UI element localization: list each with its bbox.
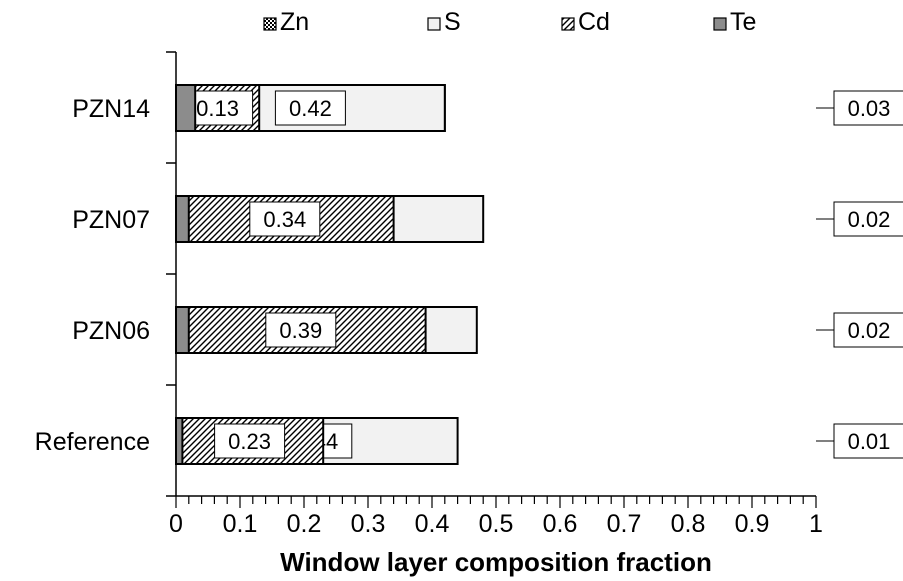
category-label: PZN06 [72, 317, 150, 345]
x-tick-label: 0.7 [607, 510, 642, 538]
data-label: 0.02 [848, 207, 891, 232]
x-axis-title: Window layer composition fraction [280, 547, 712, 577]
data-label: 0.23 [228, 429, 271, 454]
bar-segment-te-reference [176, 418, 182, 464]
legend-swatch-cd [562, 18, 574, 30]
bar-segment-te-pzn07 [176, 196, 189, 242]
legend-label-cd: Cd [578, 8, 610, 36]
x-tick-label: 0 [169, 510, 183, 538]
x-axis: 0 0.1 0.2 0.3 0.4 0.5 0.6 0.7 0.8 0.9 1 [169, 496, 823, 538]
data-label: 0.13 [196, 96, 239, 121]
data-label: 0.34 [263, 207, 306, 232]
legend-swatch-te [714, 18, 726, 30]
bar-segment-te-pzn06 [176, 307, 189, 353]
x-tick-label: 0.1 [223, 510, 258, 538]
data-label: 0.01 [848, 429, 891, 454]
y-axis: PZN14 PZN07 PZN06 Reference [35, 52, 176, 496]
legend: Zn S Cd Te [264, 8, 756, 36]
legend-label-zn: Zn [280, 8, 309, 36]
x-tick-label: 0.6 [543, 510, 578, 538]
legend-swatch-zn [264, 18, 276, 30]
data-label: 0.39 [279, 318, 322, 343]
legend-swatch-s [428, 18, 440, 30]
category-label: PZN14 [72, 95, 150, 123]
category-label: Reference [35, 428, 150, 456]
category-label: PZN07 [72, 206, 150, 234]
data-label: 0.03 [848, 96, 891, 121]
data-label: 0.02 [848, 318, 891, 343]
legend-label-te: Te [730, 8, 756, 36]
x-tick-label: 0.3 [351, 510, 386, 538]
bar-segment-te-pzn14 [176, 85, 195, 131]
data-label: 0.42 [289, 96, 332, 121]
x-tick-label: 0.8 [671, 510, 706, 538]
x-tick-label: 0.9 [735, 510, 770, 538]
x-tick-label: 0.5 [479, 510, 514, 538]
x-tick-label: 0.2 [287, 510, 322, 538]
x-tick-label: 0.4 [415, 510, 450, 538]
plot-area: 0.420.420.130.030.170.480.340.020.120.47… [176, 85, 903, 464]
legend-label-s: S [444, 8, 461, 36]
x-tick-label: 1 [809, 510, 823, 538]
